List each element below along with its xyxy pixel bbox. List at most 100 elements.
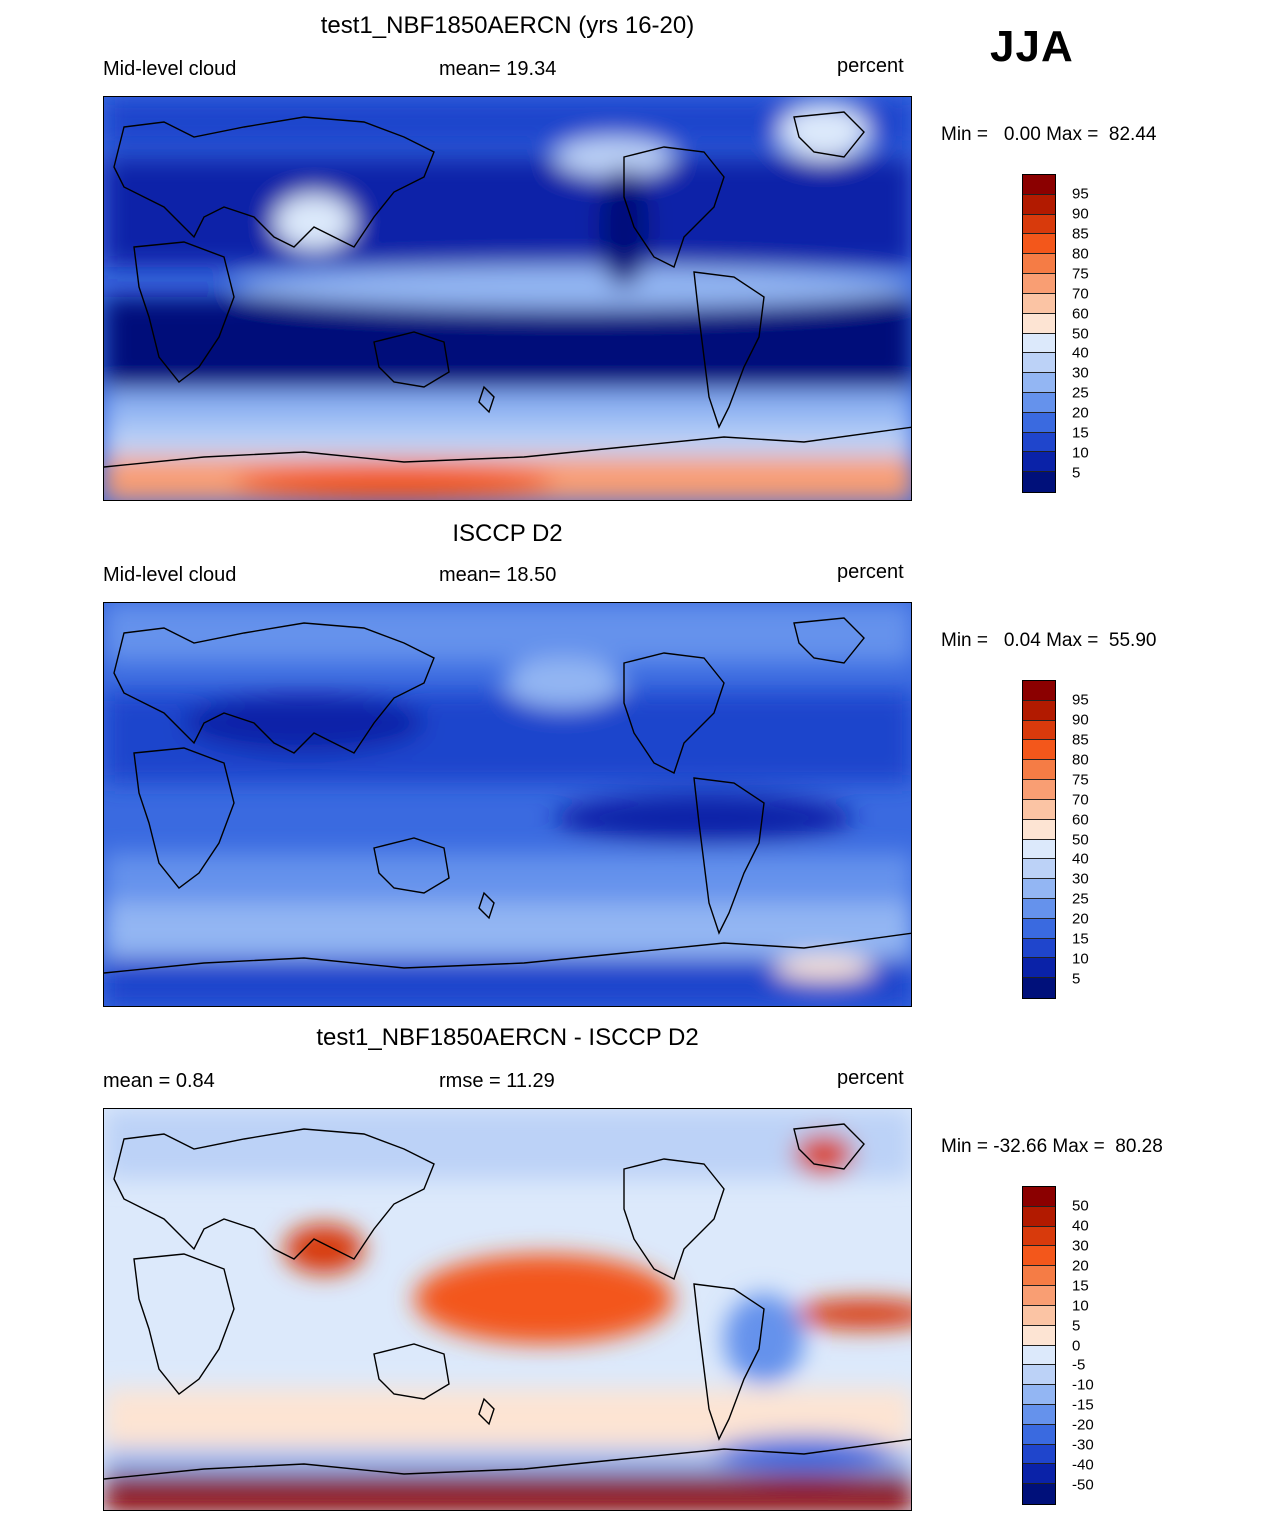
colorbar-tick-label: 85	[1072, 731, 1089, 749]
season-label: JJA	[990, 22, 1074, 71]
colorbar-tick-label: 15	[1072, 424, 1089, 442]
colorbar-tick-label: 70	[1072, 791, 1089, 809]
colorbar-swatch	[1023, 333, 1055, 354]
colorbar-tick-label: 20	[1072, 1257, 1089, 1275]
colorbar-swatch	[1023, 1206, 1055, 1227]
colorbar-swatch	[1023, 740, 1055, 761]
colorbar-tick-label: 20	[1072, 910, 1089, 928]
colorbar-tick-label: 40	[1072, 1217, 1089, 1235]
panel-difference: test1_NBF1850AERCN - ISCCP D2 mean = 0.8…	[0, 1012, 1285, 1518]
panel-observations: ISCCP D2 Mid-level cloud mean= 18.50 per…	[0, 506, 1285, 1012]
colorbar-swatch	[1023, 1365, 1055, 1386]
colorbar-swatch	[1023, 1484, 1055, 1504]
colorbar-swatch	[1023, 1286, 1055, 1306]
units-label: percent	[837, 561, 904, 583]
colorbar-tick-label: 5	[1072, 1317, 1081, 1335]
colorbar-swatch	[1023, 254, 1055, 275]
colorbar-tick-label: 60	[1072, 305, 1089, 323]
colorbar-swatch	[1023, 978, 1055, 998]
colorbar-swatch	[1023, 234, 1055, 255]
colorbar-tick-label: 25	[1072, 890, 1089, 908]
colorbar-tick-label: 50	[1072, 831, 1089, 848]
colorbar-tick-label: 5	[1072, 464, 1081, 482]
colorbar-swatch	[1023, 780, 1055, 800]
colorbar-tick-label: -40	[1072, 1456, 1094, 1474]
colorbar-tick-label: 5	[1072, 970, 1081, 988]
colorbar-swatch	[1023, 1385, 1055, 1405]
colorbar-swatch	[1023, 720, 1055, 741]
colorbar-tick-label: 15	[1072, 1277, 1089, 1295]
variable-label: Mid-level cloud	[103, 58, 237, 80]
mean-label: mean = 0.84	[103, 1070, 215, 1092]
colorbar	[1022, 680, 1056, 999]
colorbar-swatch	[1023, 1187, 1055, 1207]
colorbar-tick-label: 20	[1072, 404, 1089, 422]
colorbar	[1022, 1186, 1056, 1505]
colorbar-swatch	[1023, 819, 1055, 840]
colorbar	[1022, 174, 1056, 493]
panel-title: ISCCP D2	[452, 520, 563, 547]
colorbar-swatch	[1023, 859, 1055, 880]
colorbar-tick-label: 90	[1072, 205, 1089, 223]
colorbar-tick-label: 40	[1072, 850, 1089, 868]
colorbar-swatch	[1023, 1305, 1055, 1326]
colorbar-tick-label: -30	[1072, 1436, 1094, 1454]
colorbar-tick-label: -15	[1072, 1396, 1094, 1414]
colorbar-tick-label: 80	[1072, 751, 1089, 769]
colorbar-swatch	[1023, 392, 1055, 413]
colorbar-tick-label: -20	[1072, 1416, 1094, 1434]
colorbar-swatch	[1023, 373, 1055, 393]
colorbar-swatch	[1023, 918, 1055, 939]
colorbar-tick-label: 0	[1072, 1337, 1081, 1354]
colorbar-swatch	[1023, 1404, 1055, 1425]
colorbar-swatch	[1023, 293, 1055, 314]
variable-label: Mid-level cloud	[103, 564, 237, 586]
colorbar-swatch	[1023, 1424, 1055, 1445]
colorbar-swatch	[1023, 839, 1055, 860]
colorbar-tick-label: -5	[1072, 1356, 1086, 1374]
colorbar-swatch	[1023, 958, 1055, 979]
min-max-label: Min = 0.00 Max = 82.44	[941, 124, 1157, 145]
colorbar-swatch	[1023, 1325, 1055, 1346]
colorbar-tick-label: 30	[1072, 1237, 1089, 1255]
colorbar-tick-label: 60	[1072, 811, 1089, 829]
units-label: percent	[837, 1067, 904, 1089]
colorbar-tick-label: 75	[1072, 265, 1089, 283]
panel-title: test1_NBF1850AERCN - ISCCP D2	[316, 1024, 699, 1051]
colorbar-tick-label: 50	[1072, 325, 1089, 342]
mean-label: mean= 18.50	[439, 564, 557, 586]
colorbar-tick-label: 40	[1072, 344, 1089, 362]
colorbar-swatch	[1023, 1266, 1055, 1287]
colorbar-tick-label: 10	[1072, 444, 1089, 462]
colorbar-swatch	[1023, 214, 1055, 235]
colorbar-swatch	[1023, 1226, 1055, 1247]
colorbar-swatch	[1023, 274, 1055, 294]
colorbar-tick-label: 85	[1072, 225, 1089, 243]
mean-label: mean= 19.34	[439, 58, 557, 80]
colorbar-swatch	[1023, 412, 1055, 433]
colorbar-tick-label: 10	[1072, 1297, 1089, 1315]
colorbar-swatch	[1023, 1464, 1055, 1485]
contour-map	[103, 1108, 912, 1511]
contour-map	[103, 602, 912, 1007]
colorbar-tick-label: 95	[1072, 185, 1089, 203]
colorbar-tick-label: 95	[1072, 691, 1089, 709]
colorbar-tick-label: 75	[1072, 771, 1089, 789]
colorbar-swatch	[1023, 898, 1055, 919]
colorbar-swatch	[1023, 681, 1055, 701]
colorbar-swatch	[1023, 472, 1055, 492]
rmse-label: rmse = 11.29	[439, 1070, 555, 1092]
colorbar-swatch	[1023, 938, 1055, 959]
colorbar-swatch	[1023, 1345, 1055, 1366]
colorbar-tick-label: 80	[1072, 245, 1089, 263]
colorbar-swatch	[1023, 1246, 1055, 1267]
colorbar-tick-label: 50	[1072, 1197, 1089, 1215]
colorbar-tick-label: 90	[1072, 711, 1089, 729]
colorbar-swatch	[1023, 1444, 1055, 1465]
colorbar-tick-label: -50	[1072, 1476, 1094, 1494]
colorbar-tick-label: 70	[1072, 285, 1089, 303]
colorbar-tick-label: 25	[1072, 384, 1089, 402]
colorbar-tick-label: 10	[1072, 950, 1089, 968]
colorbar-swatch	[1023, 700, 1055, 721]
panel-title: test1_NBF1850AERCN (yrs 16-20)	[320, 12, 695, 39]
